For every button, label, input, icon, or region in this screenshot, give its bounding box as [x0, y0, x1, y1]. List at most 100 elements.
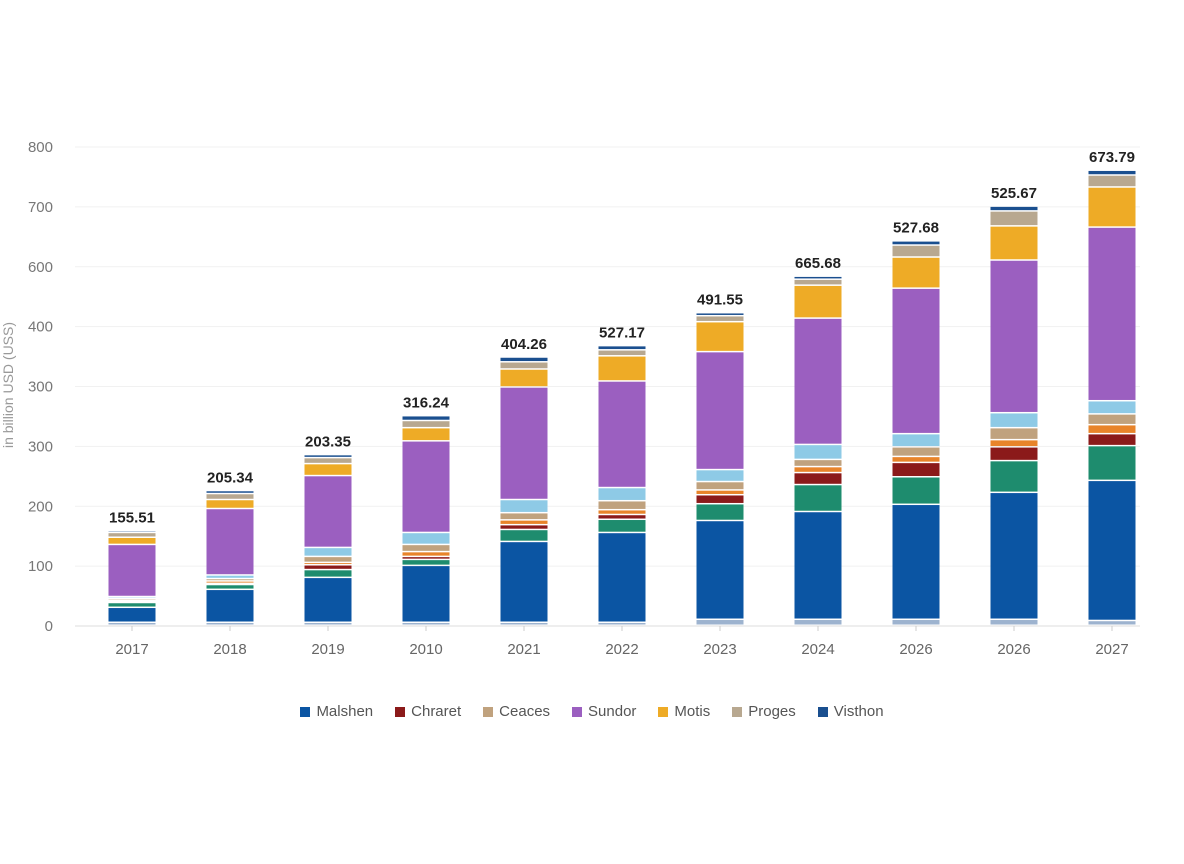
bar-segment-ceaces	[696, 482, 744, 490]
bar-segment	[1088, 425, 1136, 433]
y-axis-title: in billion USD (USS)	[0, 322, 16, 448]
bar-segment	[990, 413, 1038, 427]
bar-segment-ceaces	[402, 545, 450, 551]
bar-segment-chraret	[794, 473, 842, 484]
bar-segment	[696, 470, 744, 481]
bar-segment-sundor	[500, 387, 548, 499]
bar-segment	[206, 623, 254, 625]
bar-segment-sundor	[108, 545, 156, 596]
legend-swatch	[300, 706, 311, 717]
bar-segment	[402, 552, 450, 556]
legend-swatch	[572, 706, 583, 717]
bar-segment-sundor	[304, 476, 352, 547]
bar-segment-sundor	[206, 509, 254, 575]
bar-total-label: 155.51	[109, 509, 155, 526]
bar-segment-ceaces	[1088, 414, 1136, 424]
bar-segment	[794, 445, 842, 459]
bar-segment-visthon	[794, 276, 842, 279]
legend-item[interactable]: Chraret	[395, 703, 461, 720]
bar-total-label: 316.24	[403, 394, 450, 411]
y-tick-label: 600	[28, 259, 53, 276]
bar-segment-ceaces	[794, 460, 842, 466]
bar-segment-malshen	[304, 578, 352, 622]
y-tick-label: 200	[28, 498, 53, 515]
bar-segment	[304, 548, 352, 556]
bar-segment-sundor	[1088, 227, 1136, 400]
bar-segment	[304, 570, 352, 577]
bar-segment	[402, 560, 450, 565]
y-tick-label: 300	[28, 379, 53, 396]
bar-total-label: 527.68	[893, 220, 939, 237]
bar-segment-visthon	[696, 313, 744, 315]
bar-segment-malshen	[696, 521, 744, 619]
bar-segment-ceaces	[892, 447, 940, 456]
legend-label: Sundor	[588, 703, 637, 720]
bar-segment-proges	[1088, 175, 1136, 187]
bar-segment	[892, 434, 940, 447]
bar-segment	[696, 504, 744, 520]
legend-item[interactable]: Proges	[732, 703, 796, 720]
bar-segment	[598, 520, 646, 532]
bar-segment-motis	[206, 500, 254, 508]
bar-segment	[402, 533, 450, 544]
bar-segment-visthon	[598, 346, 646, 350]
bar-segment	[1088, 446, 1136, 480]
bar-total-label: 673.79	[1089, 149, 1135, 166]
bar-segment	[206, 585, 254, 589]
bar-total-label: 404.26	[501, 336, 547, 353]
bar-segment-ceaces	[598, 501, 646, 509]
bar-segment-malshen	[402, 566, 450, 622]
bar-segment-proges	[206, 494, 254, 499]
bar-segment	[206, 575, 254, 578]
bar-segment-malshen	[598, 533, 646, 622]
legend-item[interactable]: Motis	[658, 703, 710, 720]
legend-item[interactable]: Visthon	[817, 703, 884, 720]
bar-segment	[794, 467, 842, 472]
bar-segment	[794, 485, 842, 511]
bar-total-label: 525.67	[991, 185, 1037, 202]
legend-swatch	[732, 706, 743, 717]
legend-swatch	[817, 706, 828, 717]
bar-segment-malshen	[892, 505, 940, 619]
bar-segment-malshen	[990, 493, 1038, 619]
x-tick-label: 2023	[703, 641, 736, 658]
bar-segment-sundor	[696, 352, 744, 469]
bar-segment	[1088, 621, 1136, 625]
bar-segment-malshen	[108, 608, 156, 622]
bar-segment-visthon	[500, 357, 548, 362]
bar-segment-proges	[990, 211, 1038, 226]
bar-segment-visthon	[892, 241, 940, 245]
bar-segment-visthon	[304, 455, 352, 457]
bar-segment	[892, 477, 940, 504]
x-tick-label: 2024	[801, 641, 834, 658]
bar-total-label: 527.17	[599, 324, 645, 341]
bar-segment	[892, 457, 940, 462]
bar-segment-sundor	[892, 288, 940, 433]
bar-segment-motis	[990, 226, 1038, 260]
bar-segment-proges	[794, 279, 842, 285]
bar-segment-visthon	[402, 416, 450, 420]
x-tick-label: 2017	[115, 641, 148, 658]
bar-segment	[1088, 401, 1136, 414]
x-tick-label: 2018	[213, 641, 246, 658]
legend-item[interactable]: Sundor	[572, 703, 636, 720]
bar-segment-chraret	[304, 565, 352, 569]
bar-total-label: 205.34	[207, 469, 254, 486]
bar-segment-motis	[402, 428, 450, 441]
bar-segment-malshen	[500, 542, 548, 622]
bar-segment	[696, 620, 744, 625]
legend-item[interactable]: Malshen	[300, 703, 373, 720]
bar-segment-visthon	[990, 206, 1038, 211]
legend-item[interactable]: Ceaces	[483, 703, 550, 720]
bar-segment-ceaces	[990, 428, 1038, 439]
bar-segment-malshen	[206, 590, 254, 622]
legend-swatch	[483, 706, 494, 717]
bar-segment-proges	[402, 421, 450, 427]
bar-segment	[892, 620, 940, 625]
bar-segment-chraret	[598, 515, 646, 519]
x-tick-label: 2010	[409, 641, 442, 658]
bar-segment-chraret	[990, 447, 1038, 460]
y-tick-label: 300	[28, 438, 53, 455]
bar-segment	[500, 500, 548, 512]
legend-swatch	[395, 706, 406, 717]
